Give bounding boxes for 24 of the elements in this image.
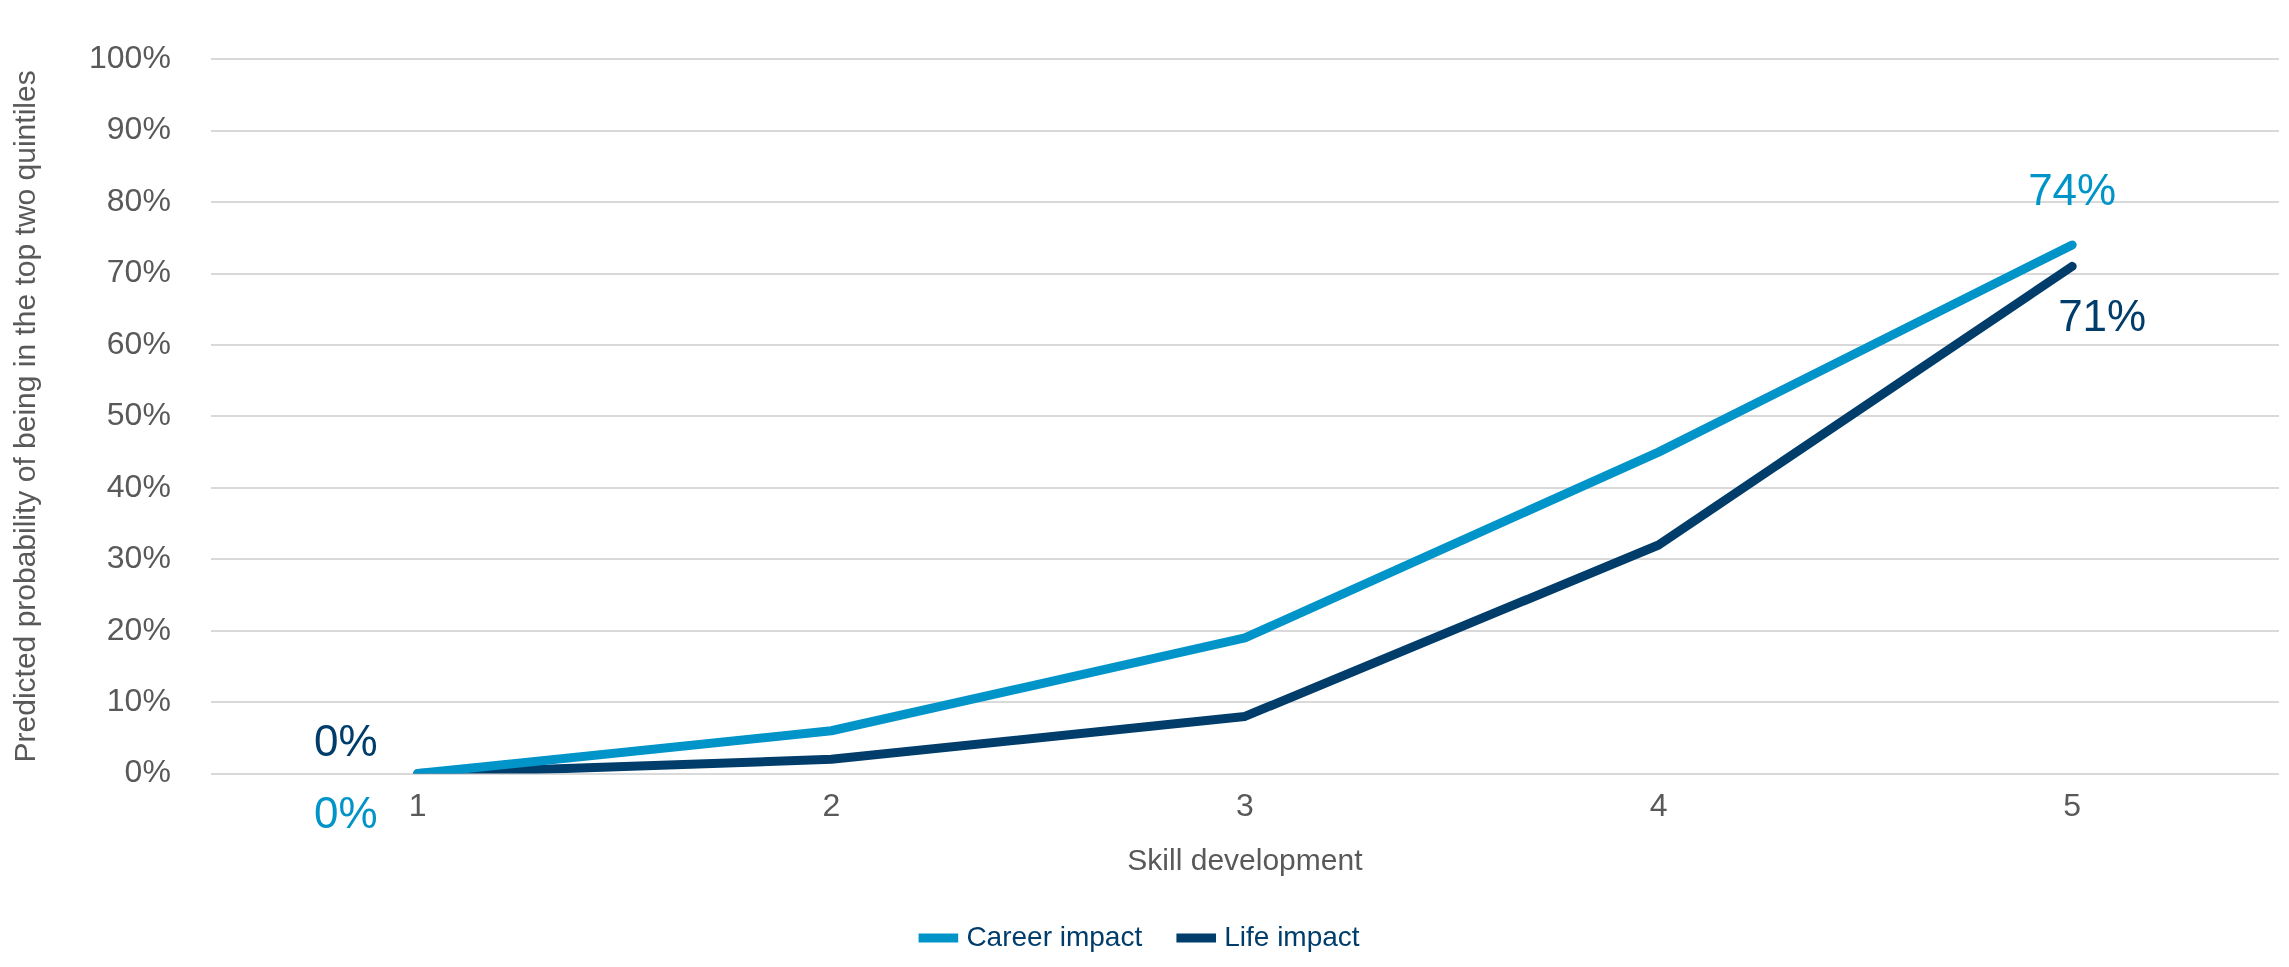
- y-tick-label: 10%: [106, 681, 171, 718]
- data-label: 0%: [314, 715, 378, 765]
- x-tick-label: 2: [822, 786, 841, 823]
- y-tick-label: 80%: [106, 181, 171, 218]
- y-tick-label: 60%: [106, 324, 171, 361]
- y-tick-label: 0%: [124, 753, 171, 790]
- y-tick-label: 40%: [106, 467, 171, 504]
- y-tick-label: 20%: [106, 610, 171, 647]
- data-label: 74%: [2028, 165, 2117, 215]
- y-axis-title: Predicted probability of being in the top two quintiles: [8, 70, 42, 763]
- x-tick-label: 5: [2063, 786, 2082, 823]
- y-tick-label: 100%: [89, 39, 171, 76]
- y-tick-label: 70%: [106, 253, 171, 290]
- legend-label: Life impact: [1224, 920, 1360, 952]
- data-label: 0%: [314, 787, 378, 837]
- y-tick-label: 90%: [106, 110, 171, 147]
- legend-label: Career impact: [966, 920, 1143, 952]
- y-tick-label: 50%: [106, 396, 171, 433]
- x-tick-label: 3: [1236, 786, 1254, 823]
- x-tick-label: 4: [1649, 786, 1668, 823]
- x-axis-title: Skill development: [1127, 843, 1364, 877]
- x-tick-label: 1: [408, 786, 427, 823]
- y-tick-label: 30%: [106, 539, 171, 576]
- data-label: 71%: [2058, 290, 2147, 340]
